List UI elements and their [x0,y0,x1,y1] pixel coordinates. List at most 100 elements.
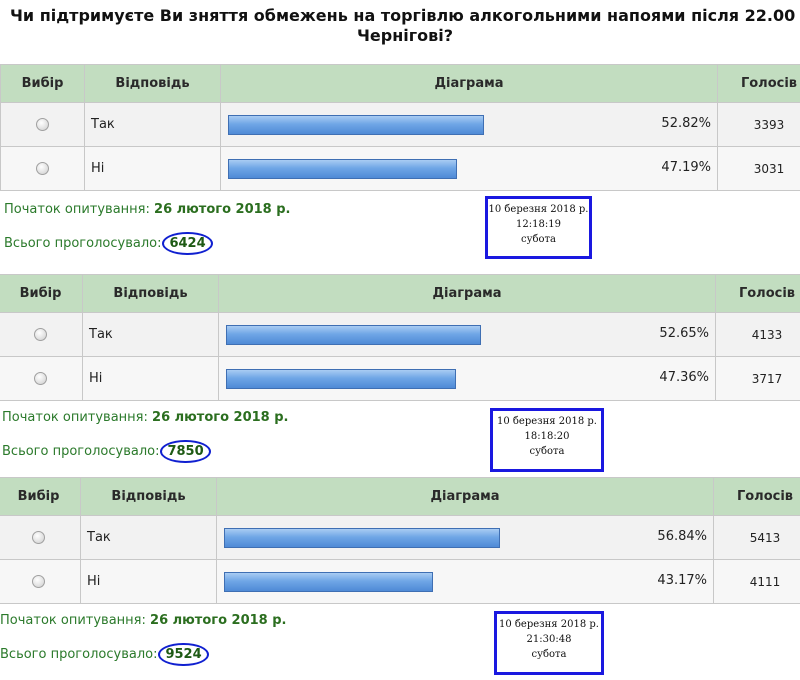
chart-cell: 52.65% [218,312,716,357]
poll-question-line-1: Чи підтримуєте Ви зняття обмежень на тор… [10,6,800,25]
poll-start-label: Початок опитування: [0,613,146,628]
column-answer: Відповідь [80,477,217,516]
column-votes: Голосів [713,477,800,516]
total-votes-highlight: 7850 [160,440,211,463]
column-votes: Голосів [715,274,800,313]
poll-total-label: Всього проголосувало: [2,444,160,459]
chart-cell: 43.17% [216,559,714,604]
percentage-bar [226,369,456,389]
poll-question: Чи підтримуєте Ви зняття обмежень на тор… [10,6,800,46]
vote-count: 3031 [717,146,800,191]
poll-start-label: Початок опитування: [2,410,148,425]
answer-label: Так [84,102,221,147]
radio-button-no[interactable] [36,162,49,175]
poll-results-2: Вибір Відповідь Діаграма Голосів Так 52.… [0,274,800,474]
poll-start: Початок опитування: 26 лютого 2018 р. [2,410,288,425]
column-answer: Відповідь [82,274,219,313]
poll-start-label: Початок опитування: [4,202,150,217]
poll-total: Всього проголосувало: 7850 [2,440,211,463]
results-table: Вибір Відповідь Діаграма Голосів Так 52.… [0,274,800,401]
poll-total: Всього проголосувало: 6424 [4,232,213,255]
table-header-row: Вибір Відповідь Діаграма Голосів [0,477,800,516]
percentage-bar [228,159,457,179]
select-cell [0,146,85,191]
table-row: Ні 43.17% 4111 [0,559,800,604]
answer-label: Так [82,312,219,357]
results-table: Вибір Відповідь Діаграма Голосів Так 56.… [0,477,800,604]
snapshot-timestamp: 10 березня 2018 р. 21:30:48 субота [494,611,604,675]
radio-button-no[interactable] [34,372,47,385]
snapshot-time: 18:18:20 [524,431,570,442]
answer-label: Ні [84,146,221,191]
percentage-bar [224,528,500,548]
poll-start: Початок опитування: 26 лютого 2018 р. [0,613,286,628]
percentage-bar [224,572,433,592]
poll-results-3: Вибір Відповідь Діаграма Голосів Так 56.… [0,477,800,677]
table-header-row: Вибір Відповідь Діаграма Голосів [0,64,800,103]
column-answer: Відповідь [84,64,221,103]
snapshot-day: субота [520,234,557,245]
table-row: Так 52.65% 4133 [0,312,800,357]
radio-button-no[interactable] [32,575,45,588]
snapshot-date: 10 березня 2018 р. [497,416,597,427]
vote-count: 5413 [713,515,800,560]
column-chart: Діаграма [218,274,716,313]
table-header-row: Вибір Відповідь Діаграма Голосів [0,274,800,313]
poll-question-line-2: Чернігові? [356,26,453,45]
radio-button-yes[interactable] [36,118,49,131]
percentage-label: 56.84% [657,529,707,544]
column-select: Вибір [0,274,83,313]
snapshot-day: субота [529,446,565,457]
chart-cell: 47.36% [218,356,716,401]
answer-label: Так [80,515,217,560]
snapshot-timestamp: 10 березня 2018 р. 18:18:20 субота [490,408,604,472]
column-chart: Діаграма [216,477,714,516]
chart-cell: 47.19% [220,146,718,191]
snapshot-time: 21:30:48 [526,634,572,645]
percentage-label: 47.36% [659,370,709,385]
table-row: Так 52.82% 3393 [0,102,800,147]
snapshot-time: 12:18:19 [516,219,561,230]
total-votes-highlight: 9524 [158,643,209,666]
select-cell [0,515,81,560]
total-votes-highlight: 6424 [162,232,213,255]
poll-total-label: Всього проголосувало: [0,647,158,662]
percentage-label: 52.82% [661,116,711,131]
radio-button-yes[interactable] [32,531,45,544]
select-cell [0,102,85,147]
percentage-label: 52.65% [659,326,709,341]
poll-start-date: 26 лютого 2018 р. [152,410,289,425]
vote-count: 4133 [715,312,800,357]
column-votes: Голосів [717,64,800,103]
poll-start-date: 26 лютого 2018 р. [150,613,287,628]
snapshot-timestamp: 10 березня 2018 р. 12:18:19 субота [485,196,592,259]
poll-total-label: Всього проголосувало: [4,236,162,251]
snapshot-date: 10 березня 2018 р. [499,619,599,630]
answer-label: Ні [80,559,217,604]
results-table: Вибір Відповідь Діаграма Голосів Так 52.… [0,64,800,191]
vote-count: 4111 [713,559,800,604]
select-cell [0,559,81,604]
poll-start: Початок опитування: 26 лютого 2018 р. [4,202,290,217]
column-chart: Діаграма [220,64,718,103]
table-row: Так 56.84% 5413 [0,515,800,560]
snapshot-day: субота [531,649,567,660]
table-row: Ні 47.36% 3717 [0,356,800,401]
select-cell [0,312,83,357]
percentage-label: 47.19% [661,160,711,175]
poll-results-1: Вибір Відповідь Діаграма Голосів Так 52.… [0,64,800,264]
column-select: Вибір [0,64,85,103]
chart-cell: 52.82% [220,102,718,147]
table-row: Ні 47.19% 3031 [0,146,800,191]
poll-total: Всього проголосувало: 9524 [0,643,209,666]
snapshot-date: 10 березня 2018 р. [488,204,589,215]
radio-button-yes[interactable] [34,328,47,341]
vote-count: 3717 [715,356,800,401]
percentage-bar [226,325,481,345]
select-cell [0,356,83,401]
answer-label: Ні [82,356,219,401]
percentage-label: 43.17% [657,573,707,588]
percentage-bar [228,115,484,135]
poll-start-date: 26 лютого 2018 р. [154,202,291,217]
chart-cell: 56.84% [216,515,714,560]
